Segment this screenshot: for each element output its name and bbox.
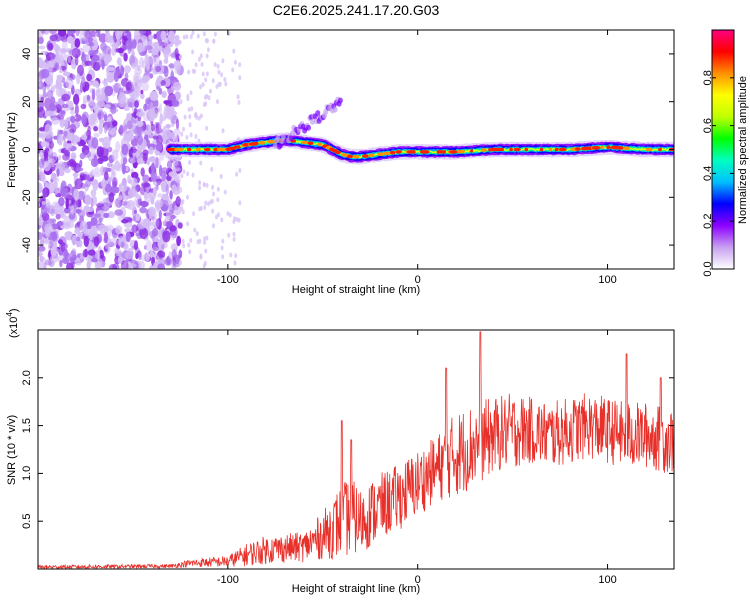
spectrogram-y-tick-label: 20 <box>21 96 33 108</box>
snr-x-tick-label: -100 <box>217 574 239 586</box>
snr-multiplier-base: (x10 <box>8 317 20 338</box>
colorbar-tick-label: 0.0 <box>702 261 714 276</box>
snr-panel: -100 0 100 0.5 1.0 1.5 2.0 Height of straight … <box>5 308 675 595</box>
spectrogram-x-tick-label: 0 <box>415 274 421 286</box>
spectrogram-noise-layer <box>38 30 242 269</box>
colorbar: 0.0 0.2 0.4 0.6 0.8 Normalized spectral ampl… <box>702 29 749 277</box>
spectrogram-y-tick-label: 40 <box>21 48 33 60</box>
snr-y-tick-label: 1.5 <box>21 418 33 433</box>
colorbar-tick-label: 0.4 <box>702 166 714 181</box>
chart-title: C2E6.2025.241.17.20.G03 <box>273 2 440 18</box>
snr-series-line <box>38 331 674 569</box>
snr-x-label: Height of straight line (km) <box>292 583 420 595</box>
snr-axes: -100 0 100 0.5 1.0 1.5 2.0 <box>21 330 674 586</box>
snr-y-tick-label: 2.0 <box>21 370 33 385</box>
snr-y-tick-label: 1.0 <box>21 466 33 481</box>
spectrogram-y-tick-label: 0 <box>21 146 33 152</box>
colorbar-tick-label: 0.6 <box>702 118 714 133</box>
spectrogram-y-label: Frequency (Hz) <box>6 112 18 188</box>
snr-x-tick-label: 0 <box>415 574 421 586</box>
svg-text:(x104): (x104) <box>5 308 20 338</box>
snr-y-tick-label: 0.5 <box>21 514 33 529</box>
snr-multiplier-label: (x104) <box>5 308 20 338</box>
snr-multiplier-exponent: 4 <box>5 312 14 317</box>
spectrogram-panel: -100 0 100 -40 -20 0 20 40 Height of straight l… <box>6 29 675 296</box>
spectrogram-y-tick-label: -40 <box>21 237 33 253</box>
colorbar-gradient <box>712 30 734 269</box>
colorbar-label: Normalized spectral amplitude <box>737 76 749 224</box>
spectrogram-signal-layer <box>163 96 674 165</box>
snr-frame <box>37 329 675 570</box>
spectrogram-y-tick-label: -20 <box>21 189 33 205</box>
snr-x-tick-label: 100 <box>598 574 616 586</box>
colorbar-frame <box>711 29 735 270</box>
colorbar-axes: 0.0 0.2 0.4 0.6 0.8 <box>702 70 734 277</box>
snr-multiplier-close: ) <box>8 308 20 312</box>
spectrogram-axes: -100 0 100 -40 -20 0 20 40 <box>21 30 674 286</box>
colorbar-tick-label: 0.8 <box>702 70 714 85</box>
spectrogram-x-tick-label: 100 <box>598 274 616 286</box>
spectrogram-x-tick-label: -100 <box>217 274 239 286</box>
spectrogram-x-label: Height of straight line (km) <box>292 284 420 296</box>
colorbar-tick-label: 0.2 <box>702 214 714 229</box>
snr-y-label: SNR (10 * v/v) <box>6 415 18 485</box>
